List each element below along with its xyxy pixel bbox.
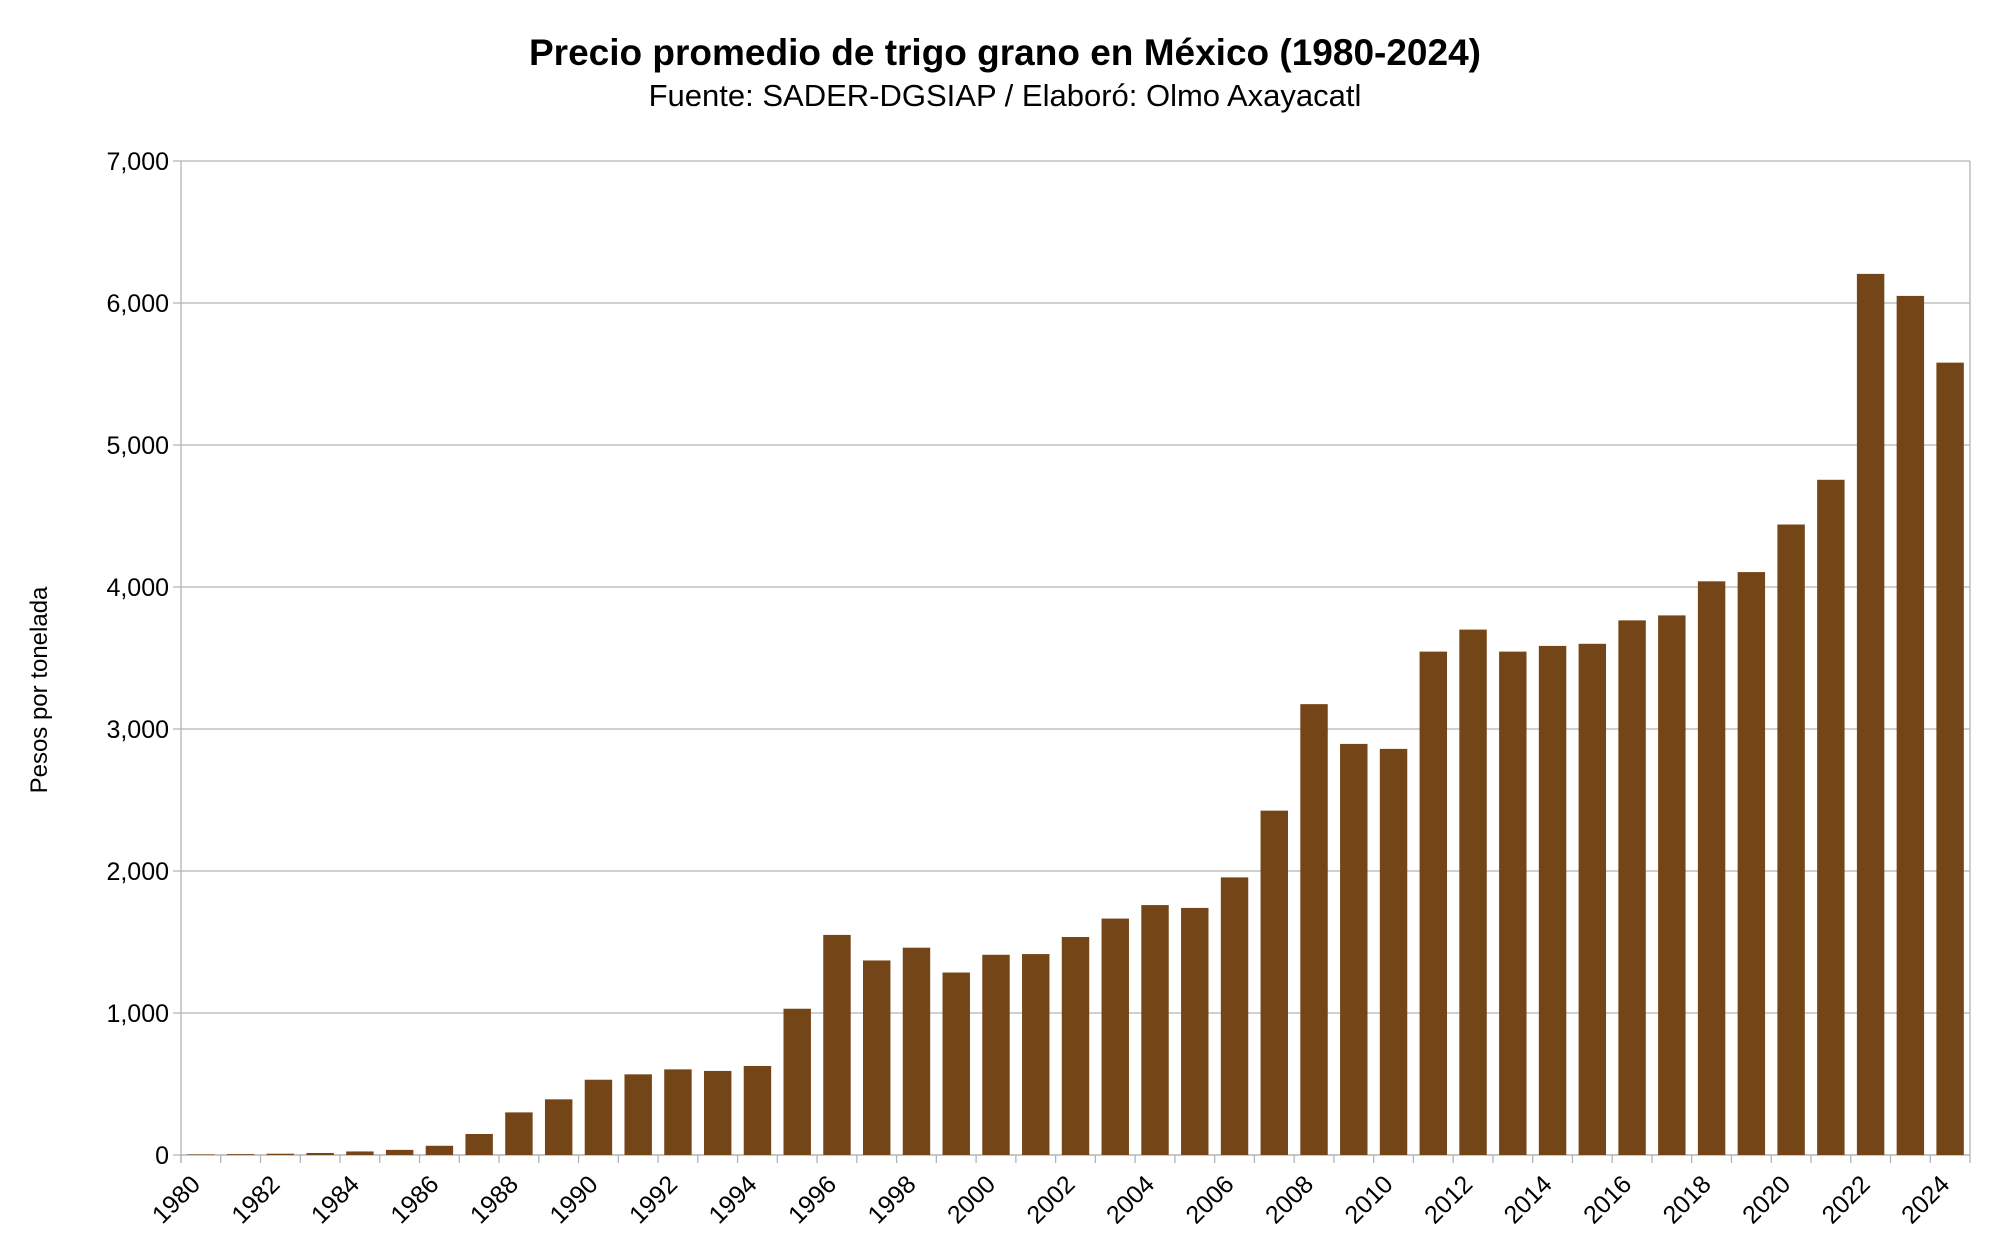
chart-subtitle: Fuente: SADER-DGSIAP / Elaboró: Olmo Axa…: [648, 78, 1362, 113]
y-tick-label: 2,000: [106, 858, 169, 886]
bar-2007: [1260, 810, 1288, 1155]
x-tick-label: 2002: [1021, 1170, 1080, 1229]
x-tick-label: 2018: [1658, 1170, 1717, 1229]
bar-2020: [1777, 524, 1805, 1155]
bar-1989: [544, 1099, 573, 1155]
bar-2021: [1817, 479, 1845, 1155]
x-tick-label: 2008: [1260, 1170, 1319, 1229]
x-tick-label: 1980: [147, 1170, 206, 1229]
x-tick-label: 1990: [544, 1170, 603, 1229]
bar-2014: [1538, 645, 1567, 1155]
bar-2015: [1578, 643, 1607, 1155]
bar-1983: [306, 1153, 334, 1155]
bar-1992: [664, 1069, 692, 1155]
bar-1981: [226, 1154, 255, 1155]
x-tick-label: 1988: [465, 1170, 524, 1229]
bar-2018: [1697, 581, 1726, 1155]
bar-1996: [823, 934, 851, 1155]
x-tick-label: 1996: [783, 1170, 842, 1229]
x-tick-label: 2016: [1578, 1170, 1637, 1229]
x-tick-label: 1984: [306, 1170, 365, 1229]
bar-2002: [1061, 937, 1090, 1155]
bar-2023: [1896, 295, 1925, 1155]
x-tick-label: 2024: [1896, 1170, 1955, 1229]
bar-1988: [505, 1112, 533, 1155]
bar-1987: [465, 1133, 493, 1155]
bar-1993: [703, 1070, 732, 1155]
bar-1984: [346, 1151, 374, 1155]
bar-2001: [1022, 954, 1050, 1155]
bar-2008: [1300, 704, 1328, 1155]
x-tick-label: 1994: [703, 1170, 762, 1229]
bar-1994: [743, 1065, 772, 1155]
bar-1982: [266, 1153, 295, 1155]
x-tick-label: 1998: [862, 1170, 921, 1229]
bar-1999: [942, 972, 970, 1155]
x-tick-label: 2012: [1419, 1170, 1478, 1229]
bar-1985: [385, 1149, 414, 1155]
bar-2009: [1340, 743, 1368, 1155]
bar-1998: [902, 947, 931, 1155]
chart-title: Precio promedio de trigo grano en México…: [529, 32, 1481, 73]
x-tick-label: 1992: [624, 1170, 683, 1229]
x-tick-label: 2000: [942, 1170, 1001, 1229]
y-tick-label: 7,000: [106, 148, 169, 176]
y-tick-label: 3,000: [106, 716, 169, 744]
y-tick-label: 6,000: [106, 290, 169, 318]
y-tick-label: 4,000: [106, 574, 169, 602]
bar-2012: [1459, 629, 1487, 1155]
y-tick-label: 0: [155, 1142, 169, 1170]
bar-2000: [982, 954, 1010, 1155]
x-tick-label: 1986: [385, 1170, 444, 1229]
bar-2017: [1658, 615, 1686, 1155]
x-tick-label: 2022: [1817, 1170, 1876, 1229]
x-tick-label: 2004: [1101, 1170, 1160, 1229]
bar-2004: [1141, 905, 1169, 1155]
bar-2011: [1419, 651, 1448, 1155]
x-tick-label: 2006: [1180, 1170, 1239, 1229]
bar-2006: [1220, 877, 1249, 1155]
bar-2013: [1499, 651, 1527, 1155]
x-tick-label: 1982: [226, 1170, 285, 1229]
bar-1990: [584, 1079, 613, 1155]
bar-2010: [1379, 748, 1408, 1155]
bar-2005: [1181, 907, 1209, 1155]
bar-2016: [1618, 620, 1646, 1155]
x-tick-label: 2014: [1499, 1170, 1558, 1229]
x-tick-label: 2010: [1340, 1170, 1399, 1229]
x-tick-label: 2020: [1737, 1170, 1796, 1229]
bar-1986: [425, 1145, 454, 1155]
bar-1991: [624, 1074, 652, 1155]
bar-2022: [1856, 273, 1885, 1155]
bar-1997: [863, 960, 891, 1155]
bar-2003: [1101, 918, 1129, 1155]
bar-1980: [187, 1154, 215, 1155]
bar-1995: [783, 1008, 811, 1155]
y-tick-label: 5,000: [106, 432, 169, 460]
bar-2024: [1936, 362, 1964, 1155]
bar-2019: [1737, 572, 1766, 1155]
y-tick-label: 1,000: [106, 1000, 169, 1028]
